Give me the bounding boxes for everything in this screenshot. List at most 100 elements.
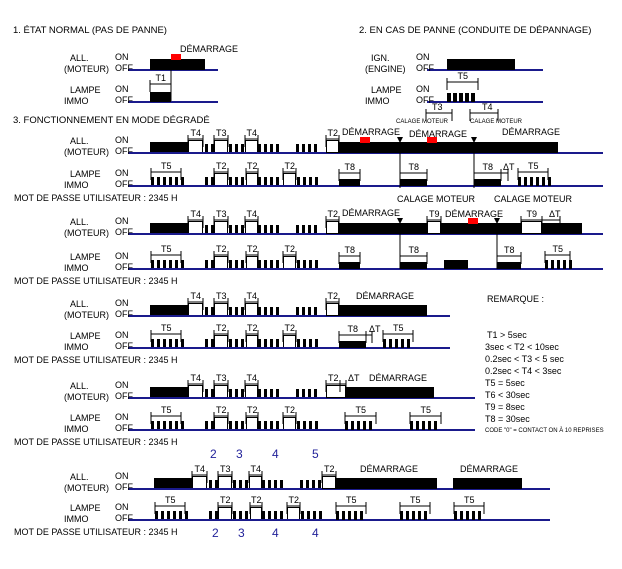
signal-high xyxy=(241,260,244,269)
row-label: ALL. xyxy=(70,472,89,482)
row-label: (MOTEUR) xyxy=(64,228,109,238)
signal-high xyxy=(169,177,172,186)
signal-high xyxy=(441,223,521,234)
signal-high xyxy=(309,260,312,269)
signal-high xyxy=(318,480,321,489)
signal-high xyxy=(339,142,558,153)
signal-high xyxy=(270,389,273,398)
timing-label-t5: T5 xyxy=(410,495,421,505)
delta-t-label: ΔT xyxy=(549,209,561,219)
signal-high xyxy=(258,421,261,430)
calage-label: CALAGE MOTEUR xyxy=(494,194,573,204)
on-label: ON xyxy=(115,84,129,94)
signal-high xyxy=(422,421,425,430)
signal-high xyxy=(211,144,214,153)
timing-label-t1: T1 xyxy=(155,73,167,83)
signal-high xyxy=(424,511,427,520)
code-digit: 3 xyxy=(236,447,243,461)
timing-label-t5: T5 xyxy=(161,405,172,415)
signal-high xyxy=(308,225,311,234)
row-label: IMMO xyxy=(64,180,89,190)
signal-high xyxy=(309,421,312,430)
signal-high xyxy=(276,307,279,316)
demarrage-label: DÉMARRAGE xyxy=(409,129,468,139)
signal-high xyxy=(497,262,521,269)
remark-item: T5 = 5sec xyxy=(485,378,525,388)
row-label: ALL. xyxy=(70,53,89,63)
on-label: ON xyxy=(115,251,129,261)
row-label: IMMO xyxy=(64,424,89,434)
signal-high xyxy=(163,260,166,269)
signal-high xyxy=(211,389,214,398)
signal-high xyxy=(428,421,431,430)
timing-label-t2: T2 xyxy=(327,128,339,138)
timing-label-t4: T4 xyxy=(190,291,202,301)
signal-high xyxy=(205,339,208,348)
on-label: ON xyxy=(416,52,430,62)
row-label: IMMO xyxy=(64,96,89,106)
timing-label-t5: T5 xyxy=(528,161,539,171)
signal-high xyxy=(270,421,273,430)
timing-label-t4: T4 xyxy=(246,373,258,383)
row-label: (ENGINE) xyxy=(365,64,406,74)
code-digit: 4 xyxy=(272,447,279,461)
signal-high xyxy=(407,339,410,348)
signal-high xyxy=(258,339,261,348)
signal-high xyxy=(418,511,421,520)
signal-high xyxy=(215,480,218,489)
signal-high xyxy=(151,339,154,348)
timing-label-t4: T4 xyxy=(250,464,262,474)
off-label: OFF xyxy=(115,309,133,319)
signal-window xyxy=(188,221,203,234)
demarrage-label: DÉMARRAGE xyxy=(360,464,419,474)
signal-window xyxy=(283,256,296,269)
timing-label-t2: T2 xyxy=(327,291,339,301)
signal-high xyxy=(459,93,463,102)
remark-item: 0.2sec < T4 < 3sec xyxy=(485,366,562,376)
signal-window xyxy=(283,173,296,186)
timing-label-t2: T2 xyxy=(220,495,231,505)
calage-label: CALAGE MOTEUR xyxy=(396,119,449,125)
timing-label-t2: T2 xyxy=(328,373,339,383)
signal-high xyxy=(205,421,208,430)
off-label: OFF xyxy=(115,63,133,73)
row-label: ALL. xyxy=(70,136,89,146)
signal-high xyxy=(175,177,178,186)
code-digit: 3 xyxy=(238,526,245,540)
timing-label-t2: T2 xyxy=(216,244,227,254)
timing-label-t4: T4 xyxy=(190,128,202,138)
off-label: OFF xyxy=(115,179,133,189)
timing-label-t2: T2 xyxy=(216,161,227,171)
timing-label-t5: T5 xyxy=(552,244,564,254)
signal-high xyxy=(434,421,437,430)
signal-high xyxy=(406,511,409,520)
signal-high xyxy=(460,511,463,520)
delta-t-label: ΔT xyxy=(348,373,360,383)
timing-label-t2: T2 xyxy=(247,323,258,333)
signal-high xyxy=(205,177,208,186)
signal-high xyxy=(302,389,305,398)
off-label: OFF xyxy=(115,95,133,105)
signal-high xyxy=(276,225,279,234)
on-label: ON xyxy=(115,216,129,226)
signal-high xyxy=(150,142,188,153)
signal-high xyxy=(297,339,300,348)
signal-high xyxy=(447,59,515,70)
timing-label-t4: T4 xyxy=(246,209,258,219)
signal-high xyxy=(569,260,572,269)
signal-high xyxy=(270,225,273,234)
signal-high xyxy=(239,480,242,489)
signal-window xyxy=(245,303,258,316)
signal-high xyxy=(454,511,457,520)
timing-label-t4: T4 xyxy=(190,373,202,383)
start-marker xyxy=(360,137,370,143)
signal-high xyxy=(314,389,317,398)
calage-label: CALAGE MOTEUR xyxy=(470,119,523,125)
signal-high xyxy=(472,511,475,520)
signal-high xyxy=(157,421,160,430)
signal-high xyxy=(302,225,305,234)
signal-window xyxy=(245,221,258,234)
signal-high xyxy=(308,389,311,398)
